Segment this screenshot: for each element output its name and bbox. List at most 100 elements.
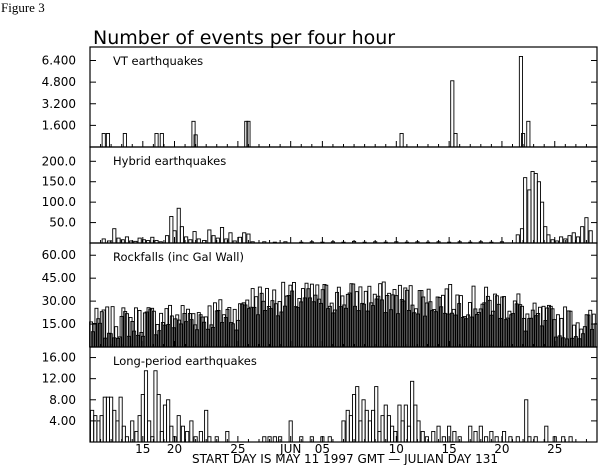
bar [552, 436, 557, 443]
bar [124, 436, 130, 443]
bar [211, 235, 216, 244]
y-tick-label: 30.00 [42, 294, 76, 308]
chart-panels: VT earthquakes 1.600 3.200 4.800 6.400 Hybrid… [42, 46, 598, 456]
bar [484, 436, 489, 443]
bar [447, 425, 452, 443]
bar [122, 133, 127, 148]
y-tick-label: 50.0 [49, 216, 76, 230]
bar [176, 415, 181, 443]
bar [207, 436, 212, 443]
bar [584, 217, 589, 244]
bar [267, 436, 272, 443]
panel-2: Rockfalls (inc Gal Wall) 15.00 30.00 45.00 6… [42, 242, 598, 348]
y-tick-label: 16.00 [42, 351, 76, 365]
figure-label: Figure 3 [1, 0, 45, 15]
bar [341, 420, 346, 443]
chart-title: Number of events per four hour [93, 27, 395, 49]
bar [207, 229, 212, 244]
bar [399, 133, 404, 148]
bar [154, 133, 159, 148]
bar [288, 420, 293, 443]
bar [156, 394, 161, 443]
bar [416, 420, 421, 443]
bar [204, 409, 209, 443]
bar [272, 436, 277, 443]
bar [424, 436, 429, 443]
y-tick-label: 8.00 [49, 393, 76, 407]
x-tick-label: 10 [389, 442, 404, 456]
bar [431, 430, 436, 443]
bar [489, 430, 494, 443]
bar [143, 370, 149, 443]
bar [185, 430, 190, 443]
bar [166, 399, 171, 443]
bar [588, 230, 593, 244]
bar [544, 425, 549, 443]
bar [246, 120, 251, 148]
y-tick-label: 60.00 [42, 248, 76, 262]
y-tick-label: 45.00 [42, 271, 76, 285]
bar [468, 425, 473, 443]
bar [116, 237, 121, 244]
bar [189, 420, 194, 443]
x-tick-label: 15 [441, 442, 456, 456]
bar [225, 430, 230, 443]
y-tick-label: 100.0 [42, 195, 76, 209]
bar [478, 425, 483, 443]
bar [219, 227, 225, 244]
bar [278, 436, 283, 443]
bar [452, 430, 457, 443]
bar [299, 436, 304, 443]
bar [191, 120, 196, 148]
bar [309, 436, 314, 443]
bar [473, 430, 478, 443]
bar [494, 436, 499, 443]
bar [568, 436, 573, 443]
panel-title: Rockfalls (inc Gal Wall) [113, 250, 244, 264]
bar [527, 436, 532, 443]
bar [101, 238, 106, 244]
x-tick-label: 15 [135, 442, 150, 456]
bar [355, 386, 360, 443]
y-tick-label: 6.400 [42, 54, 76, 68]
bar [457, 436, 462, 443]
bar [165, 235, 170, 244]
bar [526, 120, 531, 148]
bar [180, 425, 186, 443]
bar [198, 430, 203, 443]
bar [561, 436, 566, 443]
panel-title: VT earthquakes [113, 54, 203, 68]
bar [147, 420, 152, 443]
x-tick-label: 05 [315, 442, 330, 456]
bar [524, 399, 529, 443]
panel-title: Long-period earthquakes [113, 354, 257, 368]
bar [515, 234, 520, 244]
bar [508, 436, 513, 443]
bar [130, 420, 135, 443]
x-tick-label: 25 [547, 442, 562, 456]
chart-footer: START DAY IS MAY 11 1997 GMT — JULIAN DA… [192, 452, 498, 465]
bar [137, 237, 142, 244]
bar [262, 436, 267, 443]
bar [228, 232, 233, 244]
bar [575, 236, 581, 244]
y-tick-label: 4.00 [49, 414, 76, 428]
x-tick-label: 25 [230, 442, 245, 456]
bar [374, 386, 379, 443]
panel-0: VT earthquakes 1.600 3.200 4.800 6.400 [42, 46, 598, 148]
bar [441, 436, 446, 443]
bar [244, 120, 249, 148]
bar [559, 236, 564, 244]
bar [101, 133, 106, 148]
y-tick-label: 4.800 [42, 75, 76, 89]
bar [502, 430, 507, 443]
bar [105, 133, 111, 148]
bar [436, 425, 441, 443]
bar [571, 232, 576, 244]
bar [169, 425, 174, 443]
x-tick-label: 20 [494, 442, 509, 456]
y-tick-label: 15.00 [42, 317, 76, 331]
y-tick-label: 200.0 [42, 154, 76, 168]
x-tick-label: JUN [279, 442, 301, 456]
